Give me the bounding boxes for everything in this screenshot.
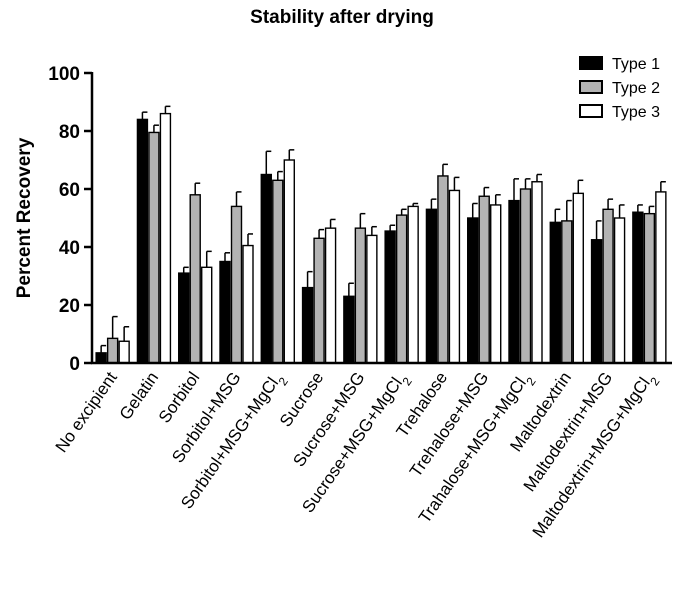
bar bbox=[572, 192, 584, 364]
legend: Type 1 Type 2 Type 3 bbox=[579, 56, 660, 121]
bar bbox=[313, 237, 325, 364]
bar bbox=[242, 244, 254, 364]
bar bbox=[632, 211, 644, 364]
chart-title: Stability after drying bbox=[250, 7, 434, 28]
bar bbox=[613, 217, 626, 364]
y-tick-label: 80 bbox=[59, 122, 80, 143]
bar bbox=[519, 188, 532, 364]
bar bbox=[301, 286, 314, 364]
bar bbox=[136, 118, 149, 364]
bar bbox=[384, 230, 396, 364]
bar bbox=[643, 212, 656, 364]
bar bbox=[549, 221, 561, 364]
bar bbox=[189, 194, 201, 364]
y-tick-label: 100 bbox=[48, 64, 80, 85]
bar bbox=[448, 189, 461, 364]
bar bbox=[531, 181, 543, 364]
bar bbox=[395, 214, 408, 364]
bar bbox=[590, 239, 603, 364]
bar bbox=[478, 195, 490, 364]
bar bbox=[283, 159, 295, 364]
legend-swatch bbox=[579, 80, 603, 94]
bar bbox=[366, 234, 378, 364]
bar bbox=[230, 205, 243, 364]
legend-swatch bbox=[579, 104, 603, 118]
bar bbox=[561, 220, 573, 364]
bar bbox=[508, 199, 520, 364]
y-tick-label: 40 bbox=[59, 238, 80, 259]
bar bbox=[490, 204, 502, 364]
bar bbox=[324, 227, 337, 364]
y-tick-label: 0 bbox=[69, 354, 80, 375]
y-axis-label: Percent Recovery bbox=[14, 137, 35, 298]
legend-swatch bbox=[579, 56, 603, 70]
legend-label: Type 2 bbox=[612, 80, 660, 97]
bar bbox=[602, 208, 614, 364]
bar bbox=[425, 208, 438, 364]
bar bbox=[354, 227, 367, 364]
bar bbox=[106, 337, 119, 364]
bar bbox=[219, 260, 231, 364]
bar bbox=[272, 179, 284, 364]
bar bbox=[437, 175, 449, 364]
bar bbox=[148, 131, 160, 364]
bar bbox=[159, 112, 172, 364]
legend-label: Type 1 bbox=[612, 56, 660, 73]
legend-label: Type 3 bbox=[612, 104, 660, 121]
bar bbox=[655, 191, 667, 364]
y-tick-label: 60 bbox=[59, 180, 80, 201]
bar bbox=[95, 352, 107, 364]
bar bbox=[201, 266, 213, 364]
x-tick-label: No excipient bbox=[52, 368, 121, 456]
y-tick-label: 20 bbox=[59, 296, 80, 317]
bar bbox=[118, 340, 130, 364]
bars-layer bbox=[95, 105, 667, 364]
bar bbox=[407, 205, 419, 364]
bar bbox=[178, 272, 190, 364]
bar bbox=[467, 217, 479, 364]
bar bbox=[343, 295, 355, 364]
bar bbox=[260, 173, 272, 364]
